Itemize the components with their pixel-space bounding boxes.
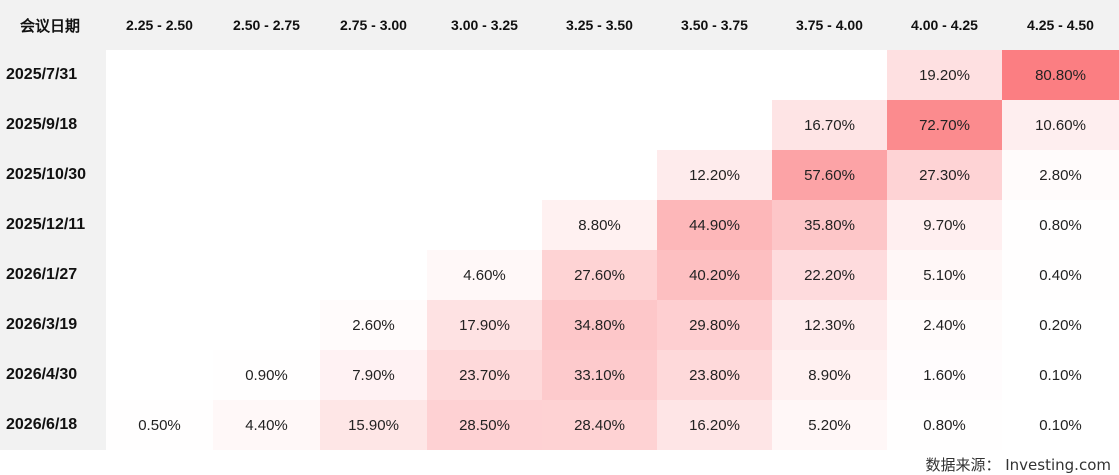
heatmap-cell: 23.70% <box>427 350 542 400</box>
meeting-date-label: 2025/12/11 <box>0 200 106 250</box>
heatmap-cell: 28.50% <box>427 400 542 450</box>
heatmap-cell: 12.30% <box>772 300 887 350</box>
heatmap-cell: 2.80% <box>1002 150 1119 200</box>
heatmap-cell: 34.80% <box>542 300 657 350</box>
corner-label: 会议日期 <box>20 17 81 35</box>
heatmap-cell: 44.90% <box>657 200 772 250</box>
heatmap-cell: 0.50% <box>106 400 213 450</box>
table-row: 2025/12/11 8.80% 44.90% 35.80% 9.70% 0.80% <box>0 200 1119 250</box>
heatmap-cell: 0.80% <box>1002 200 1119 250</box>
table-row: 2025/9/18 16.70% 72.70% 10.60% <box>0 100 1119 150</box>
heatmap-cell: 23.80% <box>657 350 772 400</box>
heatmap-cell: 15.90% <box>320 400 427 450</box>
heatmap-cell: 4.40% <box>213 400 320 450</box>
heatmap-cell: 10.60% <box>1002 100 1119 150</box>
heatmap-cell: 40.20% <box>657 250 772 300</box>
meeting-date-label: 2026/6/18 <box>0 400 106 450</box>
source-note: 数据来源： Investing.com <box>925 456 1111 474</box>
heatmap-cell: 8.80% <box>542 200 657 250</box>
heatmap-cell: 9.70% <box>887 200 1002 250</box>
heatmap-cell: 1.60% <box>887 350 1002 400</box>
column-header: 2.50 - 2.75 <box>233 17 300 33</box>
meeting-date-label: 2026/4/30 <box>0 350 106 400</box>
heatmap-cell: 80.80% <box>1002 50 1119 100</box>
meeting-date-label: 2025/7/31 <box>0 50 106 100</box>
heatmap-cell: 19.20% <box>887 50 1002 100</box>
table-row: 2025/10/30 12.20% 57.60% 27.30% 2.80% <box>0 150 1119 200</box>
column-header: 2.25 - 2.50 <box>126 17 193 33</box>
heatmap-cell: 0.10% <box>1002 400 1119 450</box>
heatmap-cell: 57.60% <box>772 150 887 200</box>
heatmap-cell: 27.60% <box>542 250 657 300</box>
header-row: 会议日期 2.25 - 2.50 2.50 - 2.75 2.75 - 3.00 3.… <box>0 0 1119 50</box>
heatmap-cell: 8.90% <box>772 350 887 400</box>
heatmap-cell: 35.80% <box>772 200 887 250</box>
column-header: 3.00 - 3.25 <box>451 17 518 33</box>
table-row: 2026/1/27 4.60% 27.60% 40.20% 22.20% 5.10% 0.4… <box>0 250 1119 300</box>
heatmap-cell: 7.90% <box>320 350 427 400</box>
column-header: 4.00 - 4.25 <box>911 17 978 33</box>
heatmap-cell: 5.10% <box>887 250 1002 300</box>
heatmap-cell: 27.30% <box>887 150 1002 200</box>
heatmap-cell: 0.10% <box>1002 350 1119 400</box>
heatmap-cell: 0.20% <box>1002 300 1119 350</box>
heatmap-cell: 2.60% <box>320 300 427 350</box>
heatmap-cell: 5.20% <box>772 400 887 450</box>
column-header: 3.75 - 4.00 <box>796 17 863 33</box>
meeting-date-label: 2026/1/27 <box>0 250 106 300</box>
heatmap-cell: 72.70% <box>887 100 1002 150</box>
heatmap-cell: 4.60% <box>427 250 542 300</box>
column-header: 3.25 - 3.50 <box>566 17 633 33</box>
column-header: 3.50 - 3.75 <box>681 17 748 33</box>
table-row: 2026/6/18 0.50% 4.40% 15.90% 28.50% 28.40% 16.… <box>0 400 1119 450</box>
heatmap-cell: 33.10% <box>542 350 657 400</box>
meeting-date-label: 2026/3/19 <box>0 300 106 350</box>
heatmap-cell: 16.20% <box>657 400 772 450</box>
heatmap-cell: 0.40% <box>1002 250 1119 300</box>
meeting-date-label: 2025/10/30 <box>0 150 106 200</box>
heatmap-cell: 2.40% <box>887 300 1002 350</box>
heatmap-cell: 17.90% <box>427 300 542 350</box>
heatmap-cell: 28.40% <box>542 400 657 450</box>
heatmap-cell: 22.20% <box>772 250 887 300</box>
heatmap-cell: 0.90% <box>213 350 320 400</box>
meeting-date-label: 2025/9/18 <box>0 100 106 150</box>
heatmap-cell: 29.80% <box>657 300 772 350</box>
heatmap-cell: 16.70% <box>772 100 887 150</box>
table-row: 2026/3/19 2.60% 17.90% 34.80% 29.80% 12.30% 2.… <box>0 300 1119 350</box>
probability-heatmap: 会议日期 2.25 - 2.50 2.50 - 2.75 2.75 - 3.00 3.… <box>0 0 1119 450</box>
heatmap-cell: 12.20% <box>657 150 772 200</box>
column-header: 2.75 - 3.00 <box>340 17 407 33</box>
table-row: 2025/7/31 19.20% 80.80% <box>0 50 1119 100</box>
heatmap-cell: 0.80% <box>887 400 1002 450</box>
table-row: 2026/4/30 0.90% 7.90% 23.70% 33.10% 23.80% 8.9… <box>0 350 1119 400</box>
column-header: 4.25 - 4.50 <box>1027 17 1094 33</box>
